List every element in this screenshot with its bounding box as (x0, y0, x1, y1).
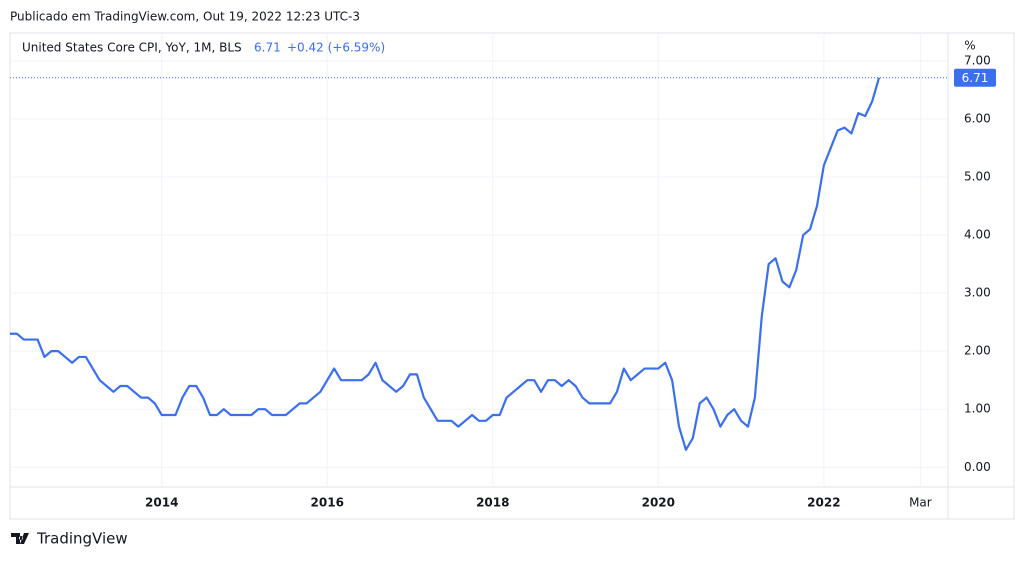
logo-mark (11, 533, 29, 544)
x-tick-label: 2020 (642, 496, 675, 510)
publish-note: Publicado em TradingView.com, Out 19, 20… (10, 10, 360, 24)
x-tick-label: 2022 (807, 496, 840, 510)
y-tick-label: 0.00 (964, 460, 991, 474)
legend-change: +0.42 (+6.59%) (287, 41, 385, 55)
y-tick-label: 6.00 (964, 111, 991, 125)
y-tick-label: 7.00 (964, 53, 991, 67)
legend-value: 6.71 (254, 41, 281, 55)
grid (10, 33, 948, 487)
x-tick-label: 2014 (145, 496, 178, 510)
series-line (10, 77, 881, 451)
y-tick-label: 1.00 (964, 402, 991, 416)
legend-title: United States Core CPI, YoY, 1M, BLS (22, 41, 242, 55)
plot (10, 77, 948, 451)
last-value-badge (954, 68, 996, 87)
y-tick-label: 3.00 (964, 286, 991, 300)
x-tick-label: 2018 (476, 496, 509, 510)
last-value-label: 6.71 (962, 71, 989, 85)
x-tick-label: 2016 (311, 496, 344, 510)
y-unit: % (964, 39, 975, 53)
chart-frame (9, 32, 1015, 520)
y-tick-label: 5.00 (964, 169, 991, 183)
y-tick-label: 4.00 (964, 228, 991, 242)
y-tick-label: 2.00 (964, 344, 991, 358)
logo-text: TradingView (36, 530, 128, 548)
tradingview-logo: TradingView (11, 530, 128, 548)
x-tick-label: Mar (909, 496, 932, 510)
